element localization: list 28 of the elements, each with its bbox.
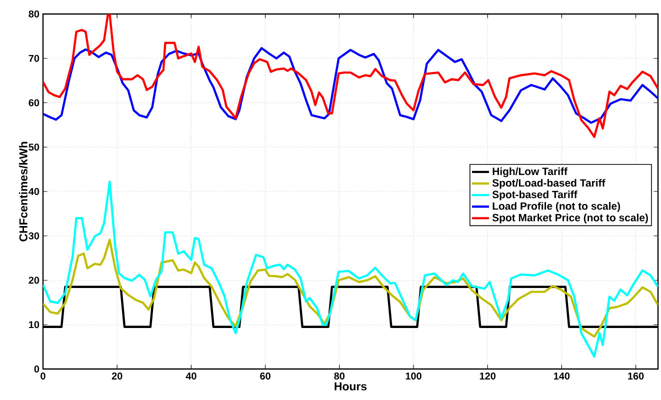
x-tick-label: 80 — [334, 372, 345, 380]
y-tick-label: 60 — [28, 99, 40, 106]
y-tick-label: 30 — [28, 232, 40, 240]
y-tick-label: 70 — [28, 54, 40, 62]
x-tick-label: 20 — [112, 372, 122, 380]
x-tick-label: 40 — [186, 372, 196, 380]
y-tick-label: 10 — [29, 321, 40, 328]
x-tick-label: 0 — [40, 372, 46, 380]
legend-label: High/Low Tariff — [492, 167, 568, 178]
legend-label: Load Profile (not to scale) — [492, 202, 620, 212]
legend-label: Spot/Load-based Tariff — [492, 178, 606, 189]
x-tick-label: 120 — [480, 372, 496, 380]
line-series — [43, 180, 658, 358]
line-series — [43, 47, 658, 124]
y-tick-label: 20 — [28, 276, 40, 284]
y-tick-label: 0 — [34, 365, 40, 373]
y-tick-label: 40 — [28, 188, 40, 196]
line-series — [43, 14, 658, 138]
legend-label: Spot-based Tariff — [492, 190, 578, 200]
x-tick-label: 160 — [628, 372, 644, 380]
x-tick-label: 60 — [260, 372, 270, 380]
legend-label: Spot Market Price (not to scale) — [492, 214, 648, 224]
y-axis-title: CHFcentimes/kWh — [19, 142, 28, 242]
x-axis-title: Hours — [334, 382, 367, 390]
y-tick-label: 80 — [28, 10, 40, 18]
x-tick-label: 100 — [406, 372, 422, 380]
y-tick-label: 50 — [28, 144, 40, 151]
x-tick-label: 140 — [554, 372, 570, 380]
